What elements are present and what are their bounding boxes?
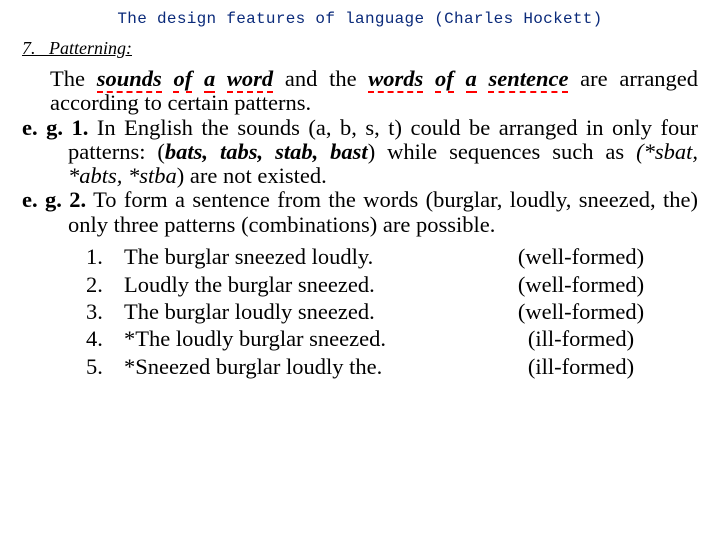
list-item-text: Loudly the burglar sneezed. bbox=[124, 271, 474, 298]
text-run bbox=[215, 66, 227, 91]
emphasis-a: a bbox=[204, 66, 215, 93]
list-item-text: *The loudly burglar sneezed. bbox=[124, 325, 474, 352]
list-item: 4. *The loudly burglar sneezed. (ill-for… bbox=[86, 325, 698, 352]
list-item: 5. *Sneezed burglar loudly the. (ill-for… bbox=[86, 353, 698, 380]
emphasis-sounds: sounds bbox=[97, 66, 162, 93]
page: The design features of language (Charles… bbox=[0, 0, 720, 380]
text-run bbox=[423, 66, 435, 91]
list-item-number: 1. bbox=[86, 243, 124, 270]
intro-paragraph: The sounds of a word and the words of a … bbox=[50, 67, 698, 116]
list-item-number: 2. bbox=[86, 271, 124, 298]
text-run bbox=[477, 66, 489, 91]
list-item-text: *Sneezed burglar loudly the. bbox=[124, 353, 474, 380]
page-header: The design features of language (Charles… bbox=[22, 10, 698, 28]
text-run: and the bbox=[273, 66, 368, 91]
text-run: ) while sequences such as bbox=[368, 139, 636, 164]
example-1-label: e. g. 1. bbox=[22, 115, 88, 140]
text-run bbox=[162, 66, 174, 91]
list-item-number: 4. bbox=[86, 325, 124, 352]
list-item: 3. The burglar loudly sneezed. (well-for… bbox=[86, 298, 698, 325]
text-run bbox=[454, 66, 466, 91]
text-run: ) are not existed. bbox=[177, 163, 327, 188]
list-item-status: (well-formed) bbox=[474, 298, 698, 325]
emphasis-words: words bbox=[368, 66, 423, 93]
list-item-number: 5. bbox=[86, 353, 124, 380]
example-2: e. g. 2. To form a sentence from the wor… bbox=[68, 188, 698, 237]
list-item-text: The burglar sneezed loudly. bbox=[124, 243, 474, 270]
text-run bbox=[192, 66, 204, 91]
section-title-text: Patterning: bbox=[49, 38, 132, 58]
list-item-status: (ill-formed) bbox=[474, 325, 698, 352]
list-item: 1. The burglar sneezed loudly. (well-for… bbox=[86, 243, 698, 270]
list-item-number: 3. bbox=[86, 298, 124, 325]
example-1-valid-sequences: bats, tabs, stab, bast bbox=[165, 139, 368, 164]
list-item-status: (well-formed) bbox=[474, 271, 698, 298]
text-run: To form a sentence from the words (burgl… bbox=[68, 187, 698, 236]
example-2-label: e. g. 2. bbox=[22, 187, 86, 212]
text-run: The bbox=[50, 66, 97, 91]
emphasis-of: of bbox=[173, 66, 192, 93]
list-item-status: (ill-formed) bbox=[474, 353, 698, 380]
example-1: e. g. 1. In English the sounds (a, b, s,… bbox=[68, 116, 698, 189]
list-item: 2. Loudly the burglar sneezed. (well-for… bbox=[86, 271, 698, 298]
section-heading: 7. Patterning: bbox=[22, 38, 698, 59]
list-item-text: The burglar loudly sneezed. bbox=[124, 298, 474, 325]
section-number: 7. bbox=[22, 38, 36, 58]
emphasis-sentence: sentence bbox=[488, 66, 568, 93]
emphasis-word: word bbox=[227, 66, 273, 93]
emphasis-a2: a bbox=[466, 66, 477, 93]
list-item-status: (well-formed) bbox=[474, 243, 698, 270]
example-2-sublist: 1. The burglar sneezed loudly. (well-for… bbox=[86, 243, 698, 380]
emphasis-of2: of bbox=[435, 66, 454, 93]
